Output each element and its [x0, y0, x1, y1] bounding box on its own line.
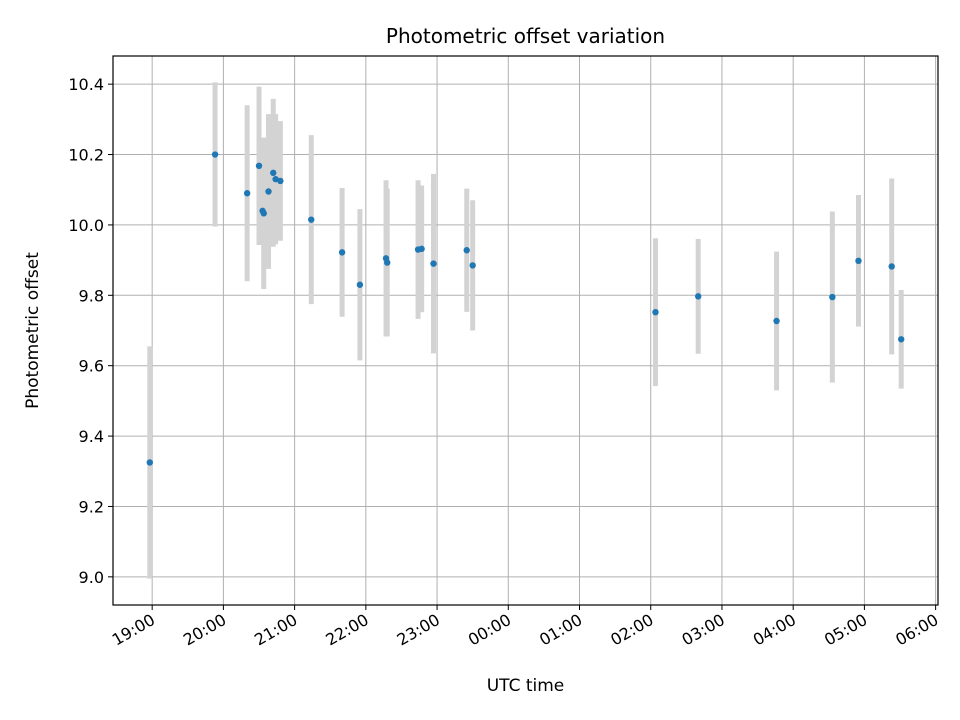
data-point — [695, 293, 702, 300]
y-tick-label: 10.4 — [68, 75, 104, 94]
y-tick-label: 10.2 — [68, 146, 104, 165]
data-point — [265, 188, 272, 195]
y-tick-label: 9.6 — [79, 357, 104, 376]
data-point — [418, 245, 425, 253]
y-tick-label: 9.4 — [79, 427, 104, 446]
data-point — [430, 260, 437, 267]
data-point — [469, 262, 476, 269]
x-axis-title: UTC time — [487, 676, 565, 696]
data-point — [829, 293, 836, 301]
data-point — [356, 281, 364, 288]
plot-frame — [112, 55, 939, 606]
data-point — [652, 309, 659, 316]
data-point — [463, 247, 470, 254]
y-axis-title: Photometric offset — [23, 252, 43, 409]
data-point — [146, 459, 153, 466]
data-point — [888, 263, 895, 270]
data-point — [308, 216, 315, 223]
data-points — [146, 151, 905, 466]
y-tick-label: 9.2 — [79, 497, 104, 516]
data-point — [260, 210, 267, 217]
data-point — [243, 190, 251, 197]
data-point — [898, 336, 905, 343]
data-point — [211, 151, 219, 158]
data-point — [277, 177, 284, 185]
y-tick-label: 10.0 — [68, 216, 104, 235]
data-point — [338, 249, 346, 256]
chart-title: Photometric offset variation — [386, 24, 665, 48]
y-tick-label: 9.0 — [79, 568, 104, 587]
grid — [113, 56, 938, 605]
data-point — [855, 257, 862, 265]
data-point — [255, 162, 263, 169]
y-tick-label: 9.8 — [79, 286, 104, 305]
data-point — [773, 317, 780, 325]
data-point — [384, 259, 391, 266]
data-point — [270, 169, 277, 177]
